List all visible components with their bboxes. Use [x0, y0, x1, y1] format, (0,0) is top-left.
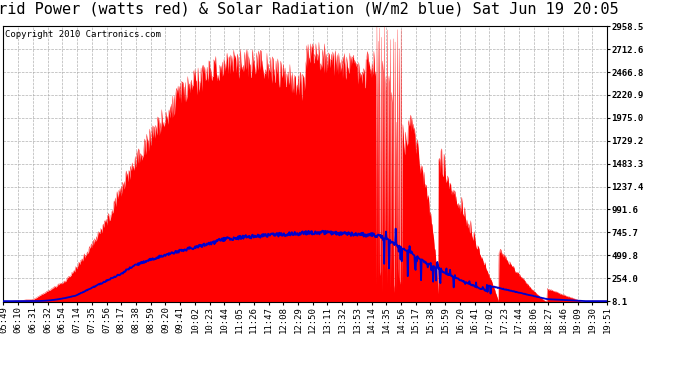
- Text: Copyright 2010 Cartronics.com: Copyright 2010 Cartronics.com: [6, 30, 161, 39]
- Text: Grid Power (watts red) & Solar Radiation (W/m2 blue) Sat Jun 19 20:05: Grid Power (watts red) & Solar Radiation…: [0, 2, 618, 17]
